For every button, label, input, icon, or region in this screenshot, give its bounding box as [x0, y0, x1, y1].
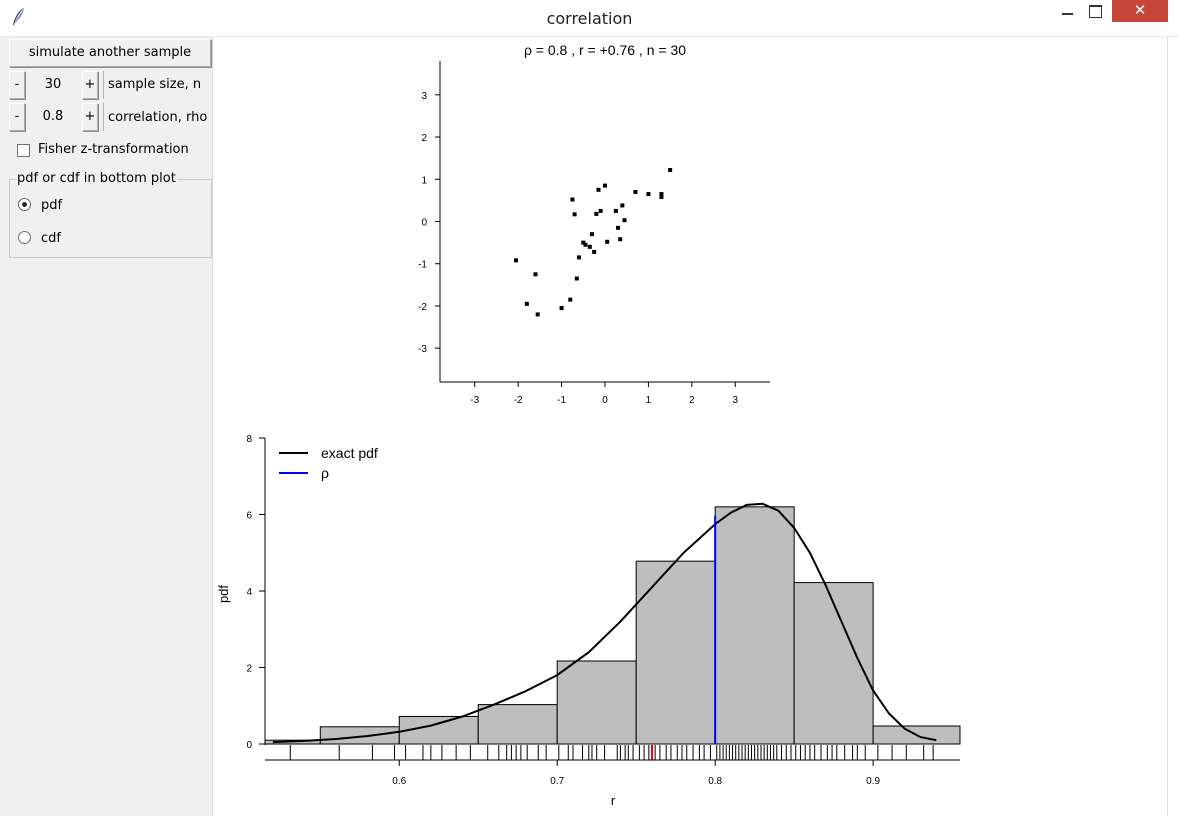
scatter-point — [659, 195, 664, 200]
title-bar: correlation ✕ — [0, 0, 1179, 37]
histogram-x-tick-label: 0.9 — [866, 776, 880, 787]
pdf-radio-label[interactable]: pdf — [41, 198, 63, 213]
scatter-point — [616, 225, 621, 230]
fisher-checkbox[interactable] — [17, 144, 30, 157]
radio-selected-dot — [22, 202, 27, 207]
scatter-point — [533, 272, 538, 277]
histogram-y-tick-label: 4 — [246, 587, 252, 598]
maximize-button[interactable] — [1082, 0, 1108, 22]
histogram-bar — [635, 560, 716, 745]
scatter-point — [613, 208, 618, 213]
legend-rho-label: ρ — [321, 465, 329, 481]
scatter-x-tick-label: -1 — [557, 395, 566, 406]
histogram-x-label: r — [611, 793, 616, 808]
histogram-bar — [556, 660, 637, 745]
histogram-y-tick-label: 8 — [246, 434, 252, 445]
scatter-point — [622, 218, 627, 223]
sample-size-increment-button[interactable]: + — [82, 71, 98, 99]
scatter-point — [603, 183, 607, 188]
scatter-x-tick-label: -2 — [514, 395, 523, 406]
fisher-label[interactable]: Fisher z-transformation — [38, 142, 189, 157]
scatter-x-tick-label: 0 — [602, 395, 608, 406]
simulate-button[interactable]: simulate another sample — [9, 39, 211, 67]
divider — [103, 103, 104, 131]
scatter-plot: ρ = 0.8 , r = +0.76 , n = 30 -3 -2 -1 0 1 2 3 -… — [418, 42, 770, 406]
plot-mode-group — [9, 179, 212, 258]
scatter-point — [646, 192, 651, 197]
scatter-y-tick-label: 1 — [421, 175, 427, 186]
scatter-point — [524, 301, 529, 306]
histogram-bar — [319, 726, 400, 745]
histogram-y-tick-label: 2 — [246, 664, 252, 675]
window-title: correlation — [546, 9, 633, 28]
scatter-point — [576, 255, 581, 260]
histogram-x-tick-label: 0.8 — [708, 776, 722, 787]
sample-size-label: sample size, n — [108, 77, 202, 92]
scatter-x-tick-label: 1 — [646, 395, 652, 406]
histogram-bar — [714, 506, 795, 745]
histogram-plot: 0.6 0.7 0.8 0.9 0 2 4 6 8 r pdf exact pdf ρ — [216, 434, 961, 808]
scatter-point — [668, 167, 673, 172]
histogram-x-tick-label: 0.6 — [392, 776, 406, 787]
scatter-point — [659, 192, 664, 197]
scatter-point — [618, 237, 623, 242]
scatter-y-tick-label: -2 — [418, 302, 427, 313]
cdf-radio[interactable] — [18, 231, 31, 244]
scatter-point — [581, 240, 586, 245]
histogram-y-tick-label: 6 — [246, 511, 252, 522]
scatter-point — [633, 189, 638, 194]
histogram-bar — [793, 582, 874, 745]
scatter-y-tick-label: 3 — [421, 91, 427, 102]
scatter-point — [535, 312, 540, 317]
scatter-point — [572, 212, 577, 217]
minimize-button[interactable] — [1054, 0, 1080, 22]
feather-icon — [13, 8, 24, 25]
scatter-y-tick-label: 0 — [421, 218, 427, 229]
scatter-point — [574, 276, 579, 281]
histogram-bar — [477, 704, 558, 745]
plot-mode-legend: pdf or cdf in bottom plot — [16, 171, 177, 186]
scatter-x-tick-label: 3 — [732, 395, 738, 406]
scatter-title: ρ = 0.8 , r = +0.76 , n = 30 — [524, 42, 686, 58]
histogram-x-tick-label: 0.7 — [550, 776, 564, 787]
scatter-x-tick-label: 2 — [689, 395, 695, 406]
scatter-point — [570, 197, 575, 202]
scatter-point — [568, 297, 573, 302]
legend-exact-pdf-label: exact pdf — [321, 445, 378, 461]
histogram-y-label: pdf — [216, 585, 231, 603]
histogram-y-tick-label: 0 — [246, 740, 252, 751]
correlation-label: correlation, rho — [108, 110, 208, 125]
sample-size-decrement-button[interactable]: - — [9, 71, 25, 99]
scatter-y-tick-label: -1 — [418, 260, 427, 271]
sample-size-value[interactable]: 30 — [44, 77, 62, 92]
scatter-x-tick-label: -3 — [470, 395, 479, 406]
scatter-point — [592, 249, 597, 254]
scatter-point — [559, 306, 564, 311]
plot-canvas: ρ = 0.8 , r = +0.76 , n = 30 -3 -2 -1 0 1 2 3 -… — [214, 37, 1167, 816]
correlation-increment-button[interactable]: + — [82, 103, 98, 131]
scatter-point — [598, 208, 603, 213]
scatter-point — [594, 211, 599, 216]
divider — [103, 71, 104, 99]
scatter-point — [620, 203, 625, 208]
cdf-radio-label[interactable]: cdf — [41, 231, 61, 246]
scatter-point — [513, 258, 518, 263]
close-button[interactable]: ✕ — [1112, 0, 1168, 22]
scatter-point — [589, 232, 594, 237]
scatter-point — [583, 242, 588, 247]
scatter-point — [587, 244, 592, 249]
control-panel: simulate another sample - 30 + sample si… — [0, 37, 213, 816]
scatter-y-tick-label: -3 — [418, 344, 427, 355]
correlation-decrement-button[interactable]: - — [9, 103, 25, 131]
scatter-point — [596, 187, 601, 192]
window-edge — [1167, 37, 1179, 816]
scatter-y-tick-label: 2 — [421, 133, 427, 144]
correlation-value[interactable]: 0.8 — [42, 109, 64, 124]
plots-svg: ρ = 0.8 , r = +0.76 , n = 30 -3 -2 -1 0 1 2 3 -… — [216, 42, 961, 808]
scatter-point — [605, 239, 610, 244]
pdf-radio[interactable] — [18, 198, 31, 211]
